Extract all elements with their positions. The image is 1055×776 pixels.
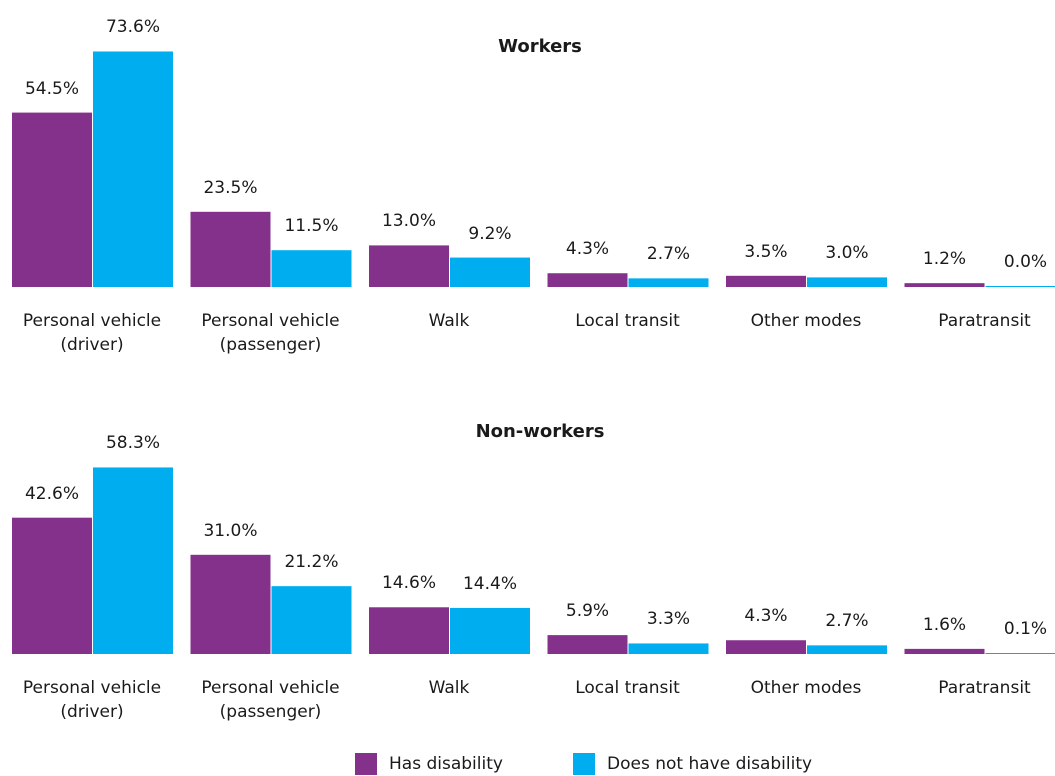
x-tick-label: Walk [428,678,470,698]
legend-item: Has disability [355,752,503,776]
legend-label: Has disability [389,754,503,774]
value-label: 42.6% [24,483,79,504]
bar [271,250,352,287]
value-label: 3.5% [744,241,788,262]
bar [807,277,887,287]
value-label: 3.0% [825,243,869,264]
value-label: 4.3% [565,239,610,260]
x-tick-label: Personal vehicle (passenger) [201,678,340,722]
value-label: 0.1% [1003,619,1048,639]
bar [271,586,352,654]
x-tick-label: Other modes [750,311,862,331]
value-label: 2.7% [825,611,869,632]
bar [904,648,985,654]
value-label: 9.2% [468,223,512,244]
bar [985,286,1055,287]
value-label: 13.0% [381,211,436,232]
bar [190,554,271,654]
legend-swatch [355,753,377,775]
bar [369,245,449,287]
bar [93,467,173,654]
legend-item: Does not have disability [573,752,812,776]
x-tick-label: Personal vehicle (driver) [22,311,162,355]
value-label: 2.7% [646,244,691,265]
value-label: 5.9% [565,601,610,622]
chart-title: Workers [498,36,582,57]
x-tick-label: Walk [428,311,470,331]
value-label: 1.6% [922,614,967,635]
value-label: 11.5% [284,216,339,237]
bar [369,607,449,654]
value-label: 54.5% [24,78,79,99]
value-label: 4.3% [744,606,788,627]
value-label: 14.6% [381,573,436,594]
bar [12,112,92,287]
legend-swatch [573,753,595,775]
value-label: 3.3% [646,609,691,630]
bar [547,273,628,287]
bar [726,640,806,654]
bar [628,643,709,654]
value-label: 23.5% [203,177,258,198]
value-label: 1.2% [922,249,967,270]
x-tick-label: Local transit [575,678,680,698]
value-label: 0.0% [1003,252,1048,272]
value-label: 73.6% [105,17,160,38]
bar [450,607,530,654]
value-label: 21.2% [284,552,339,573]
bar [628,278,709,287]
bar [726,275,806,287]
legend-label: Does not have disability [607,754,813,774]
value-label: 58.3% [105,433,160,454]
bar [904,283,985,287]
x-tick-label: Other modes [750,678,862,698]
bar [190,211,271,287]
bar [807,645,887,654]
value-label: 31.0% [203,520,258,541]
value-label: 14.4% [462,573,517,594]
x-tick-label: Local transit [575,311,680,331]
bar [547,635,628,654]
x-tick-label: Personal vehicle (passenger) [201,311,340,355]
x-tick-label: Paratransit [938,311,1031,331]
bar [93,51,173,288]
bar [985,653,1055,654]
bar [12,517,92,654]
chart-title: Non-workers [475,421,605,442]
x-tick-label: Paratransit [938,678,1031,698]
bar [450,257,530,287]
x-tick-label: Personal vehicle (driver) [22,678,162,722]
